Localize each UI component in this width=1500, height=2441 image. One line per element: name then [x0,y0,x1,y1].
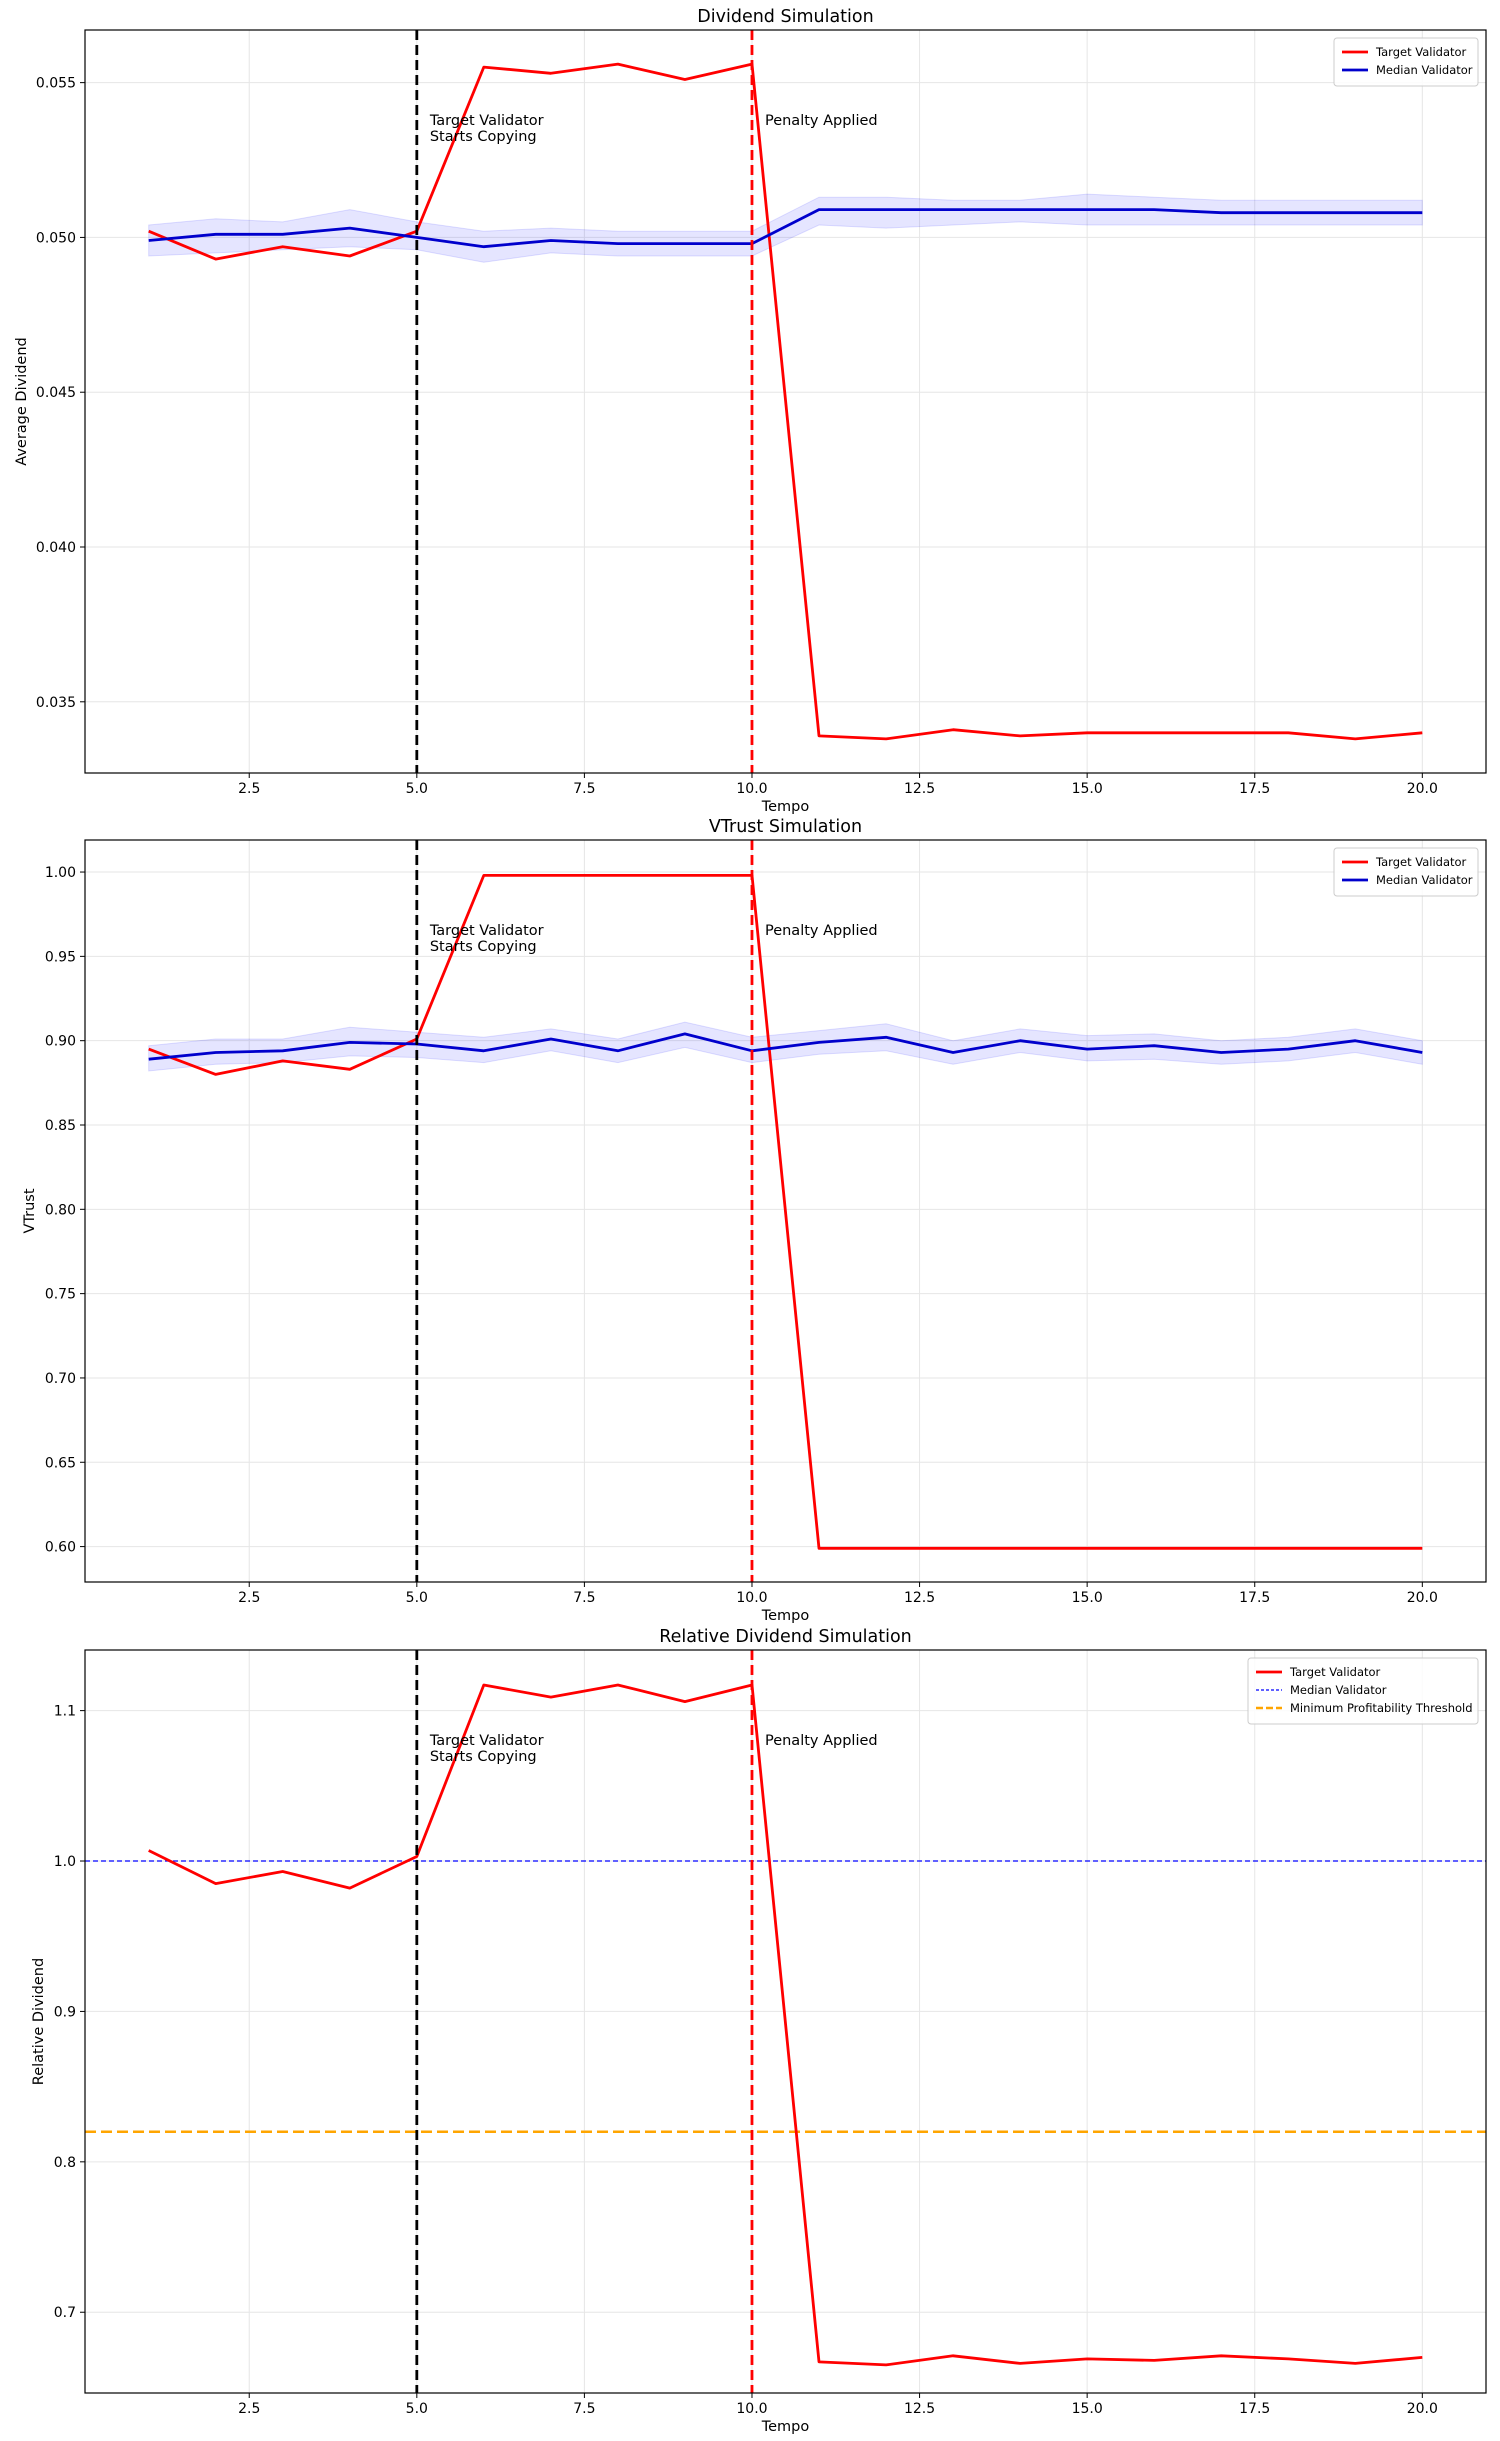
y-axis-label: Relative Dividend [31,1958,47,2085]
y-tick-label: 0.045 [36,385,76,401]
legend-box [1333,847,1479,897]
x-tick-label: 15.0 [1072,1590,1103,1606]
plot-area [148,874,1423,1550]
y-tick-label: 0.040 [36,540,76,556]
x-tick-label: 5.0 [406,781,428,797]
x-tick-label: 20.0 [1407,2401,1438,2417]
legend: Target Validator Median Validator [1333,37,1479,87]
y-tick-label: 0.035 [36,695,76,711]
y-axis-label: Average Dividend [14,337,30,465]
x-tick-label: 15.0 [1072,2401,1103,2417]
y-tick-label: 0.95 [45,949,76,965]
y-tick-label: 0.90 [45,1034,76,1050]
y-tick-label: 0.055 [36,76,76,92]
annotation-line: Penalty Applied [765,113,878,129]
vline-annotation-2: Penalty Applied [765,113,878,129]
y-tick-label: 1.00 [45,865,76,881]
y-axis-label: VTrust [22,1188,38,1233]
y-tick-label: 0.80 [45,1202,76,1218]
x-tick-label: 12.5 [904,781,935,797]
x-axis-label: Tempo [761,2419,810,2435]
x-tick-label: 2.5 [238,1590,260,1606]
series-line-1 [148,1683,1423,2367]
x-tick-label: 12.5 [904,1590,935,1606]
x-tick-label: 10.0 [736,2401,767,2417]
plot-area [85,1683,1486,2367]
legend: Target Validator Median Validator [1333,847,1479,897]
axes-frame [84,1649,1487,2394]
annotation-line: Starts Copying [430,129,537,145]
y-tick-label: 1.1 [54,1704,76,1720]
x-tick-label: 7.5 [573,1590,595,1606]
chart-title: VTrust Simulation [709,817,862,837]
x-tick-label: 5.0 [406,2401,428,2417]
legend: Target Validator Median Validator Minimum … [1247,1657,1479,1725]
axes-frame [84,839,1487,1583]
y-tick-label: 0.7 [54,2305,76,2321]
x-tick-label: 20.0 [1407,781,1438,797]
vline-annotation-1: Target Validator Starts Copying [429,1733,544,1765]
x-tick-label: 12.5 [904,2401,935,2417]
legend-label: Median Validator [1376,63,1473,77]
x-tick-label: 2.5 [238,2401,260,2417]
vline-annotation-2: Penalty Applied [765,923,878,939]
annotation-line: Target Validator [429,923,544,939]
series-line-1 [148,62,1423,741]
y-tick-label: 1.0 [54,1854,76,1870]
x-axis-label: Tempo [761,799,810,815]
x-tick-label: 10.0 [736,1590,767,1606]
legend-label: Median Validator [1376,873,1473,887]
y-tick-label: 0.60 [45,1540,76,1556]
annotation-line: Penalty Applied [765,923,878,939]
y-tick-label: 0.75 [45,1287,76,1303]
series-line-2 [148,1032,1423,1061]
legend-box [1247,1657,1479,1725]
series-line-2 [148,208,1423,249]
y-tick-label: 0.8 [54,2155,76,2171]
x-tick-label: 15.0 [1072,781,1103,797]
x-tick-label: 20.0 [1407,1590,1438,1606]
legend-label: Median Validator [1290,1683,1387,1697]
x-tick-label: 17.5 [1239,1590,1270,1606]
vline-annotation-2: Penalty Applied [765,1733,878,1749]
legend-label: Target Validator [1375,855,1467,869]
chart-title: Relative Dividend Simulation [659,1627,912,1647]
vline-annotation-1: Target Validator Starts Copying [429,923,544,955]
legend-label: Target Validator [1289,1665,1381,1679]
annotation-line: Starts Copying [430,939,537,955]
x-tick-label: 7.5 [573,781,595,797]
y-tick-label: 0.65 [45,1455,76,1471]
x-tick-label: 17.5 [1239,781,1270,797]
x-tick-label: 5.0 [406,1590,428,1606]
x-axis-label: Tempo [761,1608,810,1624]
annotation-line: Target Validator [429,113,544,129]
x-tick-label: 10.0 [736,781,767,797]
x-tick-label: 2.5 [238,781,260,797]
legend-label: Minimum Profitability Threshold [1290,1701,1473,1715]
series-line-1 [148,874,1423,1550]
y-tick-label: 0.9 [54,2004,76,2020]
annotation-line: Penalty Applied [765,1733,878,1749]
axes-frame [84,29,1487,774]
annotation-line: Target Validator [429,1733,544,1749]
y-tick-label: 0.050 [36,230,76,246]
legend-box [1333,37,1479,87]
x-tick-label: 17.5 [1239,2401,1270,2417]
plot-area [148,62,1423,741]
legend-label: Target Validator [1375,45,1467,59]
vline-annotation-1: Target Validator Starts Copying [429,113,544,145]
y-tick-label: 0.70 [45,1371,76,1387]
chart-title: Dividend Simulation [697,7,873,27]
annotation-line: Starts Copying [430,1749,537,1765]
x-tick-label: 7.5 [573,2401,595,2417]
y-tick-label: 0.85 [45,1118,76,1134]
